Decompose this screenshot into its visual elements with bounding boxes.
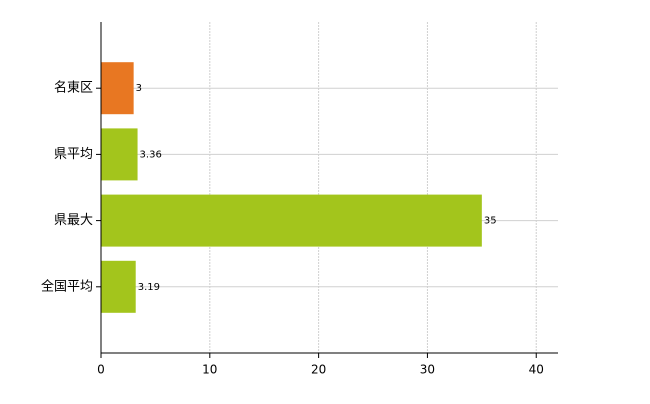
y-tick-label: 県平均	[54, 147, 93, 162]
value-label: 3.19	[138, 282, 160, 293]
bar	[101, 128, 138, 181]
value-label: 3	[136, 83, 142, 94]
y-tick-label: 県最大	[54, 213, 93, 228]
bar	[101, 194, 482, 247]
x-tick-label: 20	[311, 363, 326, 377]
value-label: 35	[484, 216, 497, 227]
value-label: 3.36	[140, 149, 162, 160]
x-tick-label: 10	[202, 363, 217, 377]
y-tick-label: 全国平均	[41, 278, 93, 294]
y-tick-label: 名東区	[54, 80, 93, 96]
x-tick-label: 0	[97, 363, 105, 377]
bar	[101, 260, 136, 313]
bar	[101, 62, 134, 115]
x-tick-label: 40	[529, 363, 544, 377]
x-tick-label: 30	[420, 363, 435, 377]
